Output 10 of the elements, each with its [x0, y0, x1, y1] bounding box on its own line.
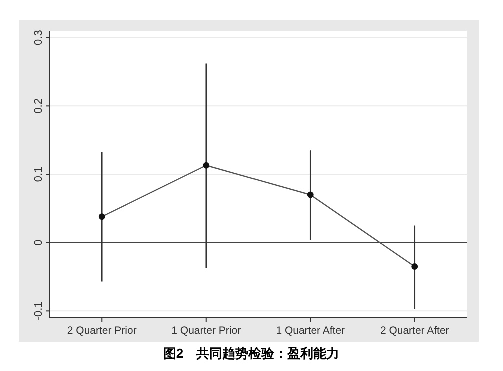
x-tick-label: 2 Quarter After [380, 325, 450, 337]
y-tick-label: 0.2 [33, 98, 45, 114]
y-tick-label: 0 [33, 240, 45, 246]
y-tick-label: 0.1 [33, 166, 45, 182]
x-tick-label: 1 Quarter Prior [172, 325, 242, 337]
y-tick-label: 0.3 [33, 30, 45, 46]
y-tick-label: -0.1 [33, 302, 45, 321]
caption: 图2 共同趋势检验：盈利能力 [163, 346, 340, 361]
x-tick-label: 2 Quarter Prior [67, 325, 138, 337]
x-tick-label: 1 Quarter After [276, 325, 346, 337]
